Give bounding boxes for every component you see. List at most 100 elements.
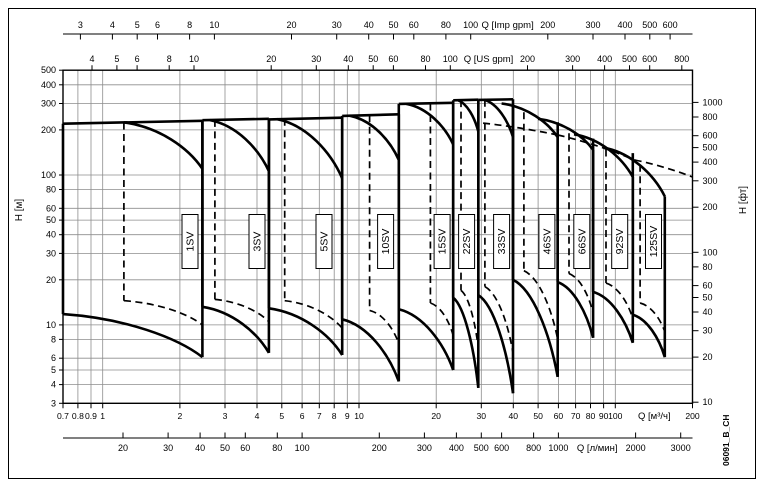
tick-label-us: 8: [167, 54, 172, 64]
tick-label-hm: 8: [51, 334, 56, 344]
tick-label-us: 50: [368, 54, 378, 64]
tick-label-lmin: 400: [449, 443, 464, 453]
tick-label-hm: 500: [41, 65, 56, 75]
tick-label-lmin: 80: [272, 443, 282, 453]
tick-label-lmin: 60: [240, 443, 250, 453]
tick-label-lmin: 3000: [671, 443, 691, 453]
top-curve: [478, 98, 514, 102]
tick-label-hft: 10: [703, 397, 713, 407]
tick-label-hft: 60: [703, 281, 713, 291]
tick-label-hft: 500: [703, 143, 718, 153]
tick-label-hm: 300: [41, 99, 56, 109]
tick-label-imp: 3: [78, 20, 83, 30]
tick-label-lmin: 50: [220, 443, 230, 453]
tick-label-hft: 800: [703, 112, 718, 122]
axis-title-imp-gpm: Q [Imp gpm]: [481, 20, 533, 31]
tick-label-hft: 400: [703, 157, 718, 167]
tick-label-imp: 600: [663, 20, 678, 30]
tick-label-hm: 30: [46, 248, 56, 258]
tick-label-m3h: 1: [100, 411, 105, 421]
envelope-125SV: [603, 146, 667, 358]
pump-label-33SV: 33SV: [496, 229, 508, 255]
axis-lmin: 20 30 40 50 60 80 100 200 300 400 500 600 800 1000 200…: [63, 432, 693, 454]
pump-label-5SV: 5SV: [319, 232, 331, 252]
tick-label-m3h: 4: [255, 411, 260, 421]
axis-h-ft: 10 20 30 40 50 60 80 100 200 300 400 500 600 800 1000 H…: [692, 97, 749, 407]
tick-label-us: 400: [597, 54, 612, 64]
tick-label-lmin: 100: [295, 443, 310, 453]
dashed-limit-lines: [123, 99, 693, 354]
pump-label-15SV: 15SV: [437, 229, 449, 255]
tick-label-imp: 100: [463, 20, 478, 30]
tick-label-imp: 400: [617, 20, 632, 30]
upper-dashed-curve: [483, 122, 558, 136]
top-curve: [62, 119, 203, 125]
tick-label-hft: 50: [703, 293, 713, 303]
tick-label-hm: 4: [51, 380, 56, 390]
tick-label-hft: 20: [703, 352, 713, 362]
tick-label-hm: 50: [46, 215, 56, 225]
tick-label-m3h: 0.8: [72, 411, 84, 421]
tick-label-us: 30: [311, 54, 321, 64]
tick-label-hm: 40: [46, 230, 56, 240]
tick-label-us: 6: [135, 54, 140, 64]
tick-label-hft: 100: [703, 247, 718, 257]
tick-label-us: 600: [642, 54, 657, 64]
tick-label-m3h: 90: [599, 411, 609, 421]
pump-label-box-1SV: [181, 214, 199, 269]
pump-label-92SV: 92SV: [614, 229, 626, 255]
tick-label-us: 100: [443, 54, 458, 64]
tick-label-m3h: 30: [477, 411, 487, 421]
axis-title-m3h: Q [м³/ч]: [638, 411, 671, 422]
figure-border: [8, 8, 756, 479]
tick-label-lmin: 300: [417, 443, 432, 453]
axis-m3h: 0.7 0.8 0.9 1 2 3 4 5 6 7 8 9 10 20 30 40 50 60 70 80 90 100 2…: [57, 403, 700, 422]
tick-label-hm: 80: [46, 185, 56, 195]
tick-label-hft: 300: [703, 176, 718, 186]
tick-label-lmin: 20: [118, 443, 128, 453]
tick-label-us: 800: [674, 54, 689, 64]
tick-label-us: 20: [266, 54, 276, 64]
tick-label-m3h: 100: [608, 411, 623, 421]
pump-label-box-33SV: [493, 214, 511, 269]
tick-label-m3h: 7: [317, 411, 322, 421]
tick-label-us: 60: [388, 54, 398, 64]
tick-label-hm: 20: [46, 275, 56, 285]
axis-us-gpm: 4 5 6 8 10 20 30 40 50 60 80 100 200 300 400 500 600 800 Q…: [89, 54, 689, 71]
pump-label-10SV: 10SV: [380, 229, 392, 255]
tick-label-hm: 6: [51, 353, 56, 363]
tick-label-imp: 80: [441, 20, 451, 30]
pump-label-66SV: 66SV: [576, 229, 588, 255]
tick-label-lmin: 500: [474, 443, 489, 453]
upper-dashed-curve: [634, 159, 693, 178]
tick-label-us: 80: [420, 54, 430, 64]
pump-label-box-125SV: [645, 214, 662, 269]
axis-h-m: 3 4 5 6 8 10 20 30 40 50 60 80 100 200 300 400 500 H [м]: [14, 65, 63, 408]
tick-label-lmin: 30: [163, 443, 173, 453]
tick-label-hm: 10: [46, 320, 56, 330]
pump-label-box-10SV: [377, 214, 395, 269]
tick-label-imp: 20: [286, 20, 296, 30]
pump-label-box-92SV: [611, 214, 629, 269]
axis-title-h-m: H [м]: [14, 199, 25, 222]
tick-label-m3h: 70: [571, 411, 581, 421]
tick-label-imp: 30: [332, 20, 342, 30]
pump-label-22SV: 22SV: [461, 229, 473, 255]
pump-envelopes: [61, 98, 667, 394]
tick-label-us: 500: [622, 54, 637, 64]
tick-label-imp: 4: [110, 20, 115, 30]
tick-label-lmin: 40: [195, 443, 205, 453]
tick-label-imp: 50: [388, 20, 398, 30]
tick-label-m3h: 200: [685, 411, 700, 421]
pump-label-3SV: 3SV: [252, 232, 264, 252]
pump-label-box-5SV: [315, 214, 333, 269]
tick-label-m3h: 5: [279, 411, 284, 421]
tick-label-imp: 8: [187, 20, 192, 30]
tick-label-m3h: 60: [554, 411, 564, 421]
pump-label-125SV: 125SV: [648, 226, 660, 258]
watermark-text: 06091_B_CH: [721, 414, 731, 466]
tick-label-hm: 100: [41, 170, 56, 180]
tick-label-hft: 200: [703, 202, 718, 212]
tick-label-m3h: 80: [586, 411, 596, 421]
